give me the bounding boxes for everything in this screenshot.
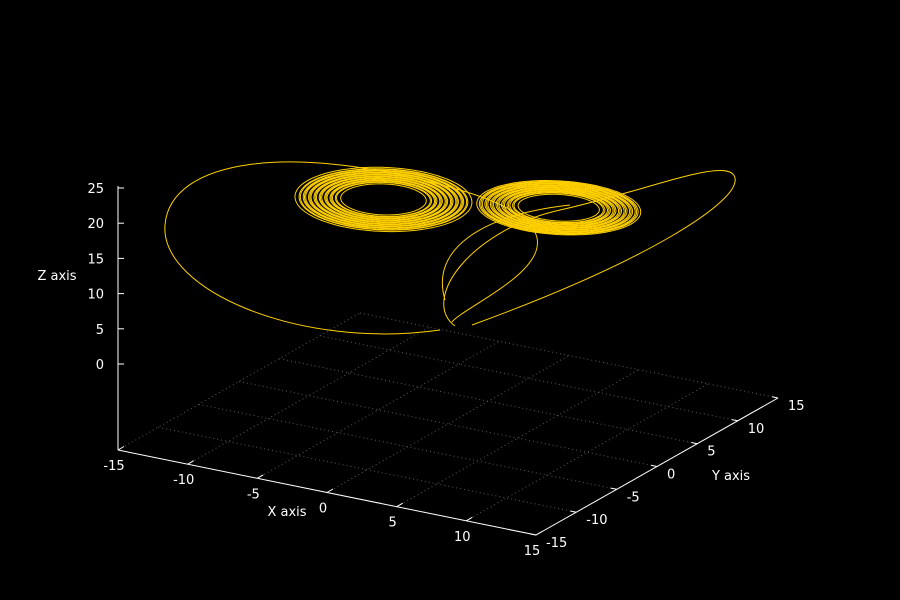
curve-ring-left	[318, 175, 449, 224]
curve-ring-right	[509, 190, 609, 225]
attractor-curve	[164, 161, 736, 335]
curve-ring-right	[484, 182, 634, 233]
grid-line-x	[466, 383, 709, 522]
x-axis-label: X axis	[267, 505, 306, 520]
z-tick-label: 25	[87, 182, 104, 197]
y-tick	[529, 533, 537, 536]
base-grid	[117, 312, 779, 536]
curve-ring-left	[308, 171, 459, 228]
x-tick-label: -5	[247, 487, 260, 502]
axes: -15 -10 -5 0 5 10 15 -15 -10 -5 0 5 10 15 0 5 10 15 20 25	[87, 182, 804, 559]
curve-ring-right	[491, 184, 627, 231]
curve-ring-right	[481, 181, 636, 234]
x-tick-label: 0	[319, 502, 327, 517]
curve-ring-left	[298, 168, 469, 231]
z-tick-label: 5	[96, 323, 104, 338]
curve-ring-right	[495, 186, 622, 230]
y-tick-label: 15	[788, 399, 805, 414]
curve-ring-left	[305, 170, 462, 229]
y-axis-label: Y axis	[711, 469, 750, 484]
curve-ring-left	[326, 178, 441, 221]
curve-ring-left	[324, 177, 443, 222]
y-tick	[731, 419, 738, 422]
curve-ring-right	[485, 183, 632, 233]
curve-ring-left	[314, 174, 453, 225]
x-tick-label: 5	[389, 516, 397, 531]
curve-ring-right	[504, 189, 614, 227]
curve-ring-right	[502, 188, 616, 227]
x-tick	[257, 474, 264, 479]
x-tick-label: -10	[173, 473, 194, 488]
curve-ring-right	[492, 185, 625, 230]
curve-ring-right	[517, 193, 600, 222]
x-tick-label: 10	[454, 530, 471, 545]
grid-line-y	[158, 426, 577, 513]
x-tick	[187, 460, 194, 465]
curve-ring-left	[340, 183, 427, 216]
y-tick	[691, 442, 698, 445]
y-tick	[570, 510, 577, 513]
x-tick	[117, 446, 125, 451]
curve-ring-right	[512, 191, 606, 224]
curve-ring-left	[321, 176, 446, 223]
curve-ring-left	[299, 168, 468, 231]
x-tick	[535, 531, 543, 536]
y-tick	[650, 464, 658, 467]
curve-ring-right	[487, 183, 631, 232]
y-tick-label: 10	[748, 422, 765, 437]
z-tick-label: 15	[87, 252, 104, 267]
axis-labels: X axis Y axis Z axis	[37, 269, 750, 520]
curve-ring-left	[309, 172, 458, 227]
x-tick	[326, 488, 334, 493]
grid-line-x	[257, 340, 500, 479]
curve-ring-left	[329, 179, 438, 220]
x-tick-label: 15	[524, 544, 541, 559]
z-tick-label: 20	[87, 217, 104, 232]
y-tick-label: -5	[627, 490, 640, 505]
curve-ring-right	[507, 190, 610, 225]
curve-ring-left	[330, 179, 437, 219]
curve-ring-left	[334, 181, 433, 218]
curve-transition	[443, 170, 736, 327]
curve-transition	[164, 161, 538, 335]
z-tick-label: 10	[87, 288, 104, 303]
z-axis-label: Z axis	[37, 269, 76, 284]
y-tick-label: 5	[707, 445, 715, 460]
grid-line-x	[187, 326, 430, 465]
z-tick-label: 0	[96, 358, 104, 373]
grid-line-y	[238, 381, 658, 467]
x-tick	[466, 516, 473, 522]
grid-line-y	[279, 358, 698, 445]
curve-ring-left	[313, 173, 454, 226]
y-tick-label: -10	[586, 513, 607, 528]
x-tick-label: -15	[103, 459, 124, 474]
curve-ring-right	[506, 190, 611, 226]
curve-ring-right	[501, 188, 617, 228]
curve-ring-left	[302, 169, 465, 230]
y-tick-label: 0	[667, 468, 675, 483]
curve-transition	[441, 204, 571, 301]
y-tick	[771, 396, 779, 399]
y-tick-label: -15	[546, 536, 567, 551]
x-tick	[396, 502, 403, 508]
grid-line-y	[319, 335, 738, 422]
curve-ring-left	[294, 166, 473, 233]
curve-ring-right	[489, 184, 628, 231]
y-tick	[610, 487, 617, 490]
